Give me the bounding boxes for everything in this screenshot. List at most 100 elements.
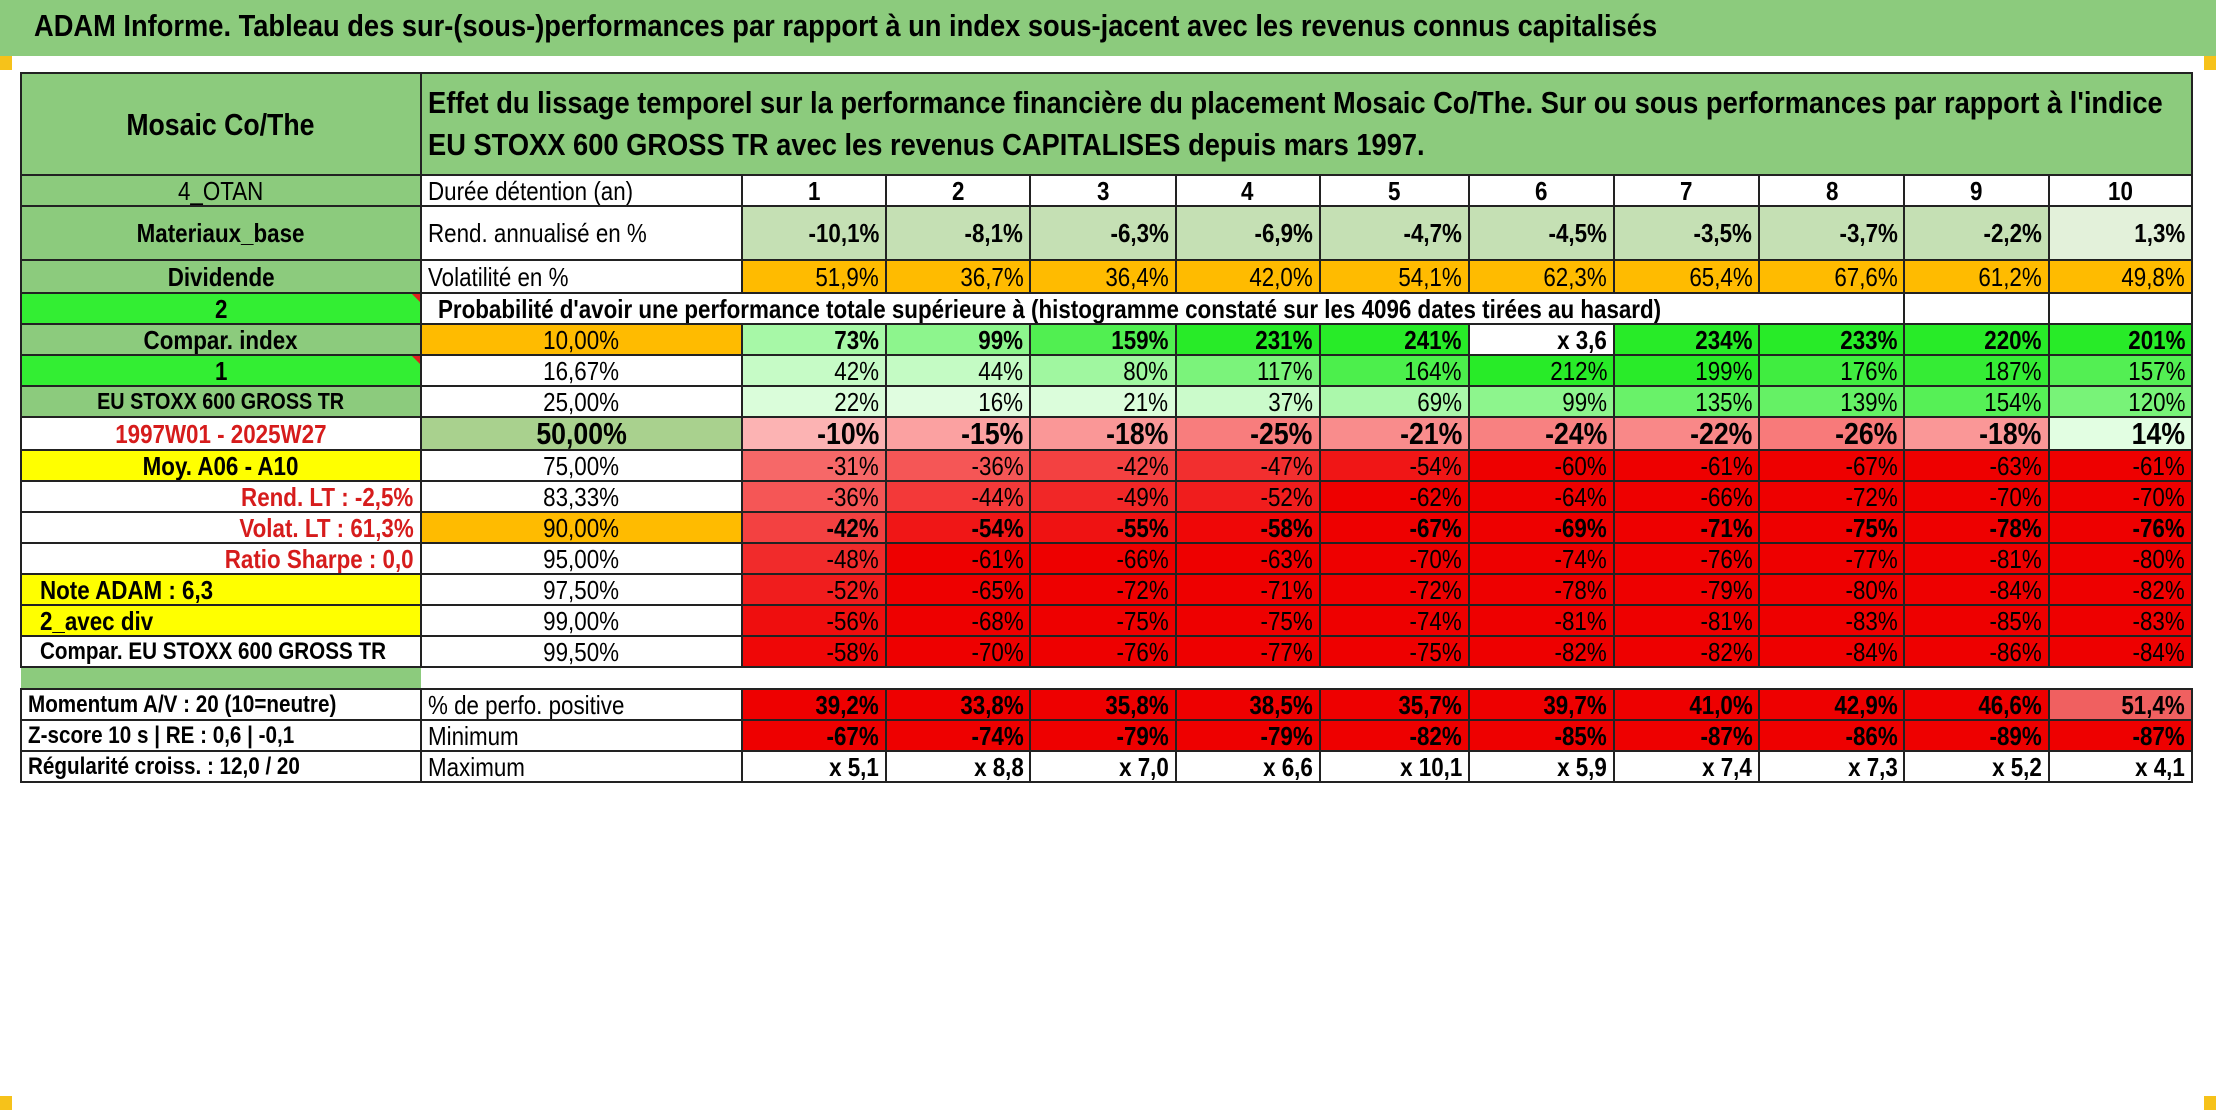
percentile-value: -67% [1318,511,1470,544]
minimum-value: -85% [1467,719,1616,752]
cell-text: Dividende [167,261,275,292]
cell-text: -71% [1260,574,1313,605]
maximum-value: x 10,1 [1318,750,1470,783]
positive-value: 42,9% [1758,688,1906,721]
cell-text: -77% [1260,636,1313,667]
maximum-value: x 7,4 [1613,750,1761,783]
cell-text: x 5,9 [1557,751,1608,782]
percentile-value: -15% [885,416,1032,451]
cell-text: 234% [1695,324,1753,355]
cell-text: 39,7% [1543,689,1608,720]
cell-text: -21% [1399,417,1462,450]
percentile-label: 10,00% [419,323,743,356]
percentile-value: 234% [1613,323,1761,356]
cell-text: -72% [1116,574,1169,605]
year-header: 3 [1029,174,1177,207]
rend-value: -8,1% [885,205,1032,261]
percentile-value: -42% [740,511,888,544]
cell-text: 201% [2127,324,2185,355]
cell-text: Z-score 10 s | RE : 0,6 | -0,1 [28,721,295,749]
percentile-value: -85% [1903,604,2050,637]
percentile-value: -36% [740,480,888,513]
volat-value: 67,6% [1758,259,1906,294]
cell-text: -4,5% [1548,218,1608,248]
volat-value: 36,4% [1029,259,1177,294]
year-header: 10 [2047,174,2194,207]
performance-table: Mosaic Co/The Effet du lissage temporel s… [20,72,2194,783]
cell-text: 97,50% [543,574,620,605]
cell-text: 6 [1535,175,1548,206]
maximum-value: x 8,8 [885,750,1032,783]
cell-text: Rend. annualisé en % [427,218,647,248]
percentile-value: -74% [1318,604,1470,637]
moy-label: Moy. A06 - A10 [20,449,422,482]
cell-text: -31% [826,450,880,481]
index-name: EU STOXX 600 GROSS TR [20,385,422,418]
cell-text: -25% [1250,417,1313,450]
cell-text: 44% [978,355,1024,386]
cell-text: 42,9% [1834,689,1898,720]
cell-text: 49,8% [2121,261,2185,292]
percentile-value: -42% [1029,449,1177,482]
cell-text: -78% [1989,512,2042,543]
empty-cell [1903,292,2050,325]
empty-cell [2047,292,2194,325]
cell-text: Ratio Sharpe : 0,0 [224,543,414,574]
cell-text: -24% [1544,417,1608,450]
rend-value: -10,1% [740,205,888,261]
percentile-value: -55% [1029,511,1177,544]
rend-value: -4,5% [1467,205,1616,261]
percentile-value: -25% [1174,416,1321,451]
cell-text: 164% [1404,355,1462,386]
cell-text: -79% [1700,574,1753,605]
cell-text: 2 [214,293,227,324]
cell-text: -85% [1554,720,1608,751]
minimum-value: -79% [1029,719,1177,752]
percentile-value: -78% [1467,573,1616,606]
year-header: 9 [1903,174,2050,207]
cell-text: 99% [1562,386,1608,417]
positive-value: 33,8% [885,688,1032,721]
cell-text: 65,4% [1688,261,1753,292]
cell-text: -81% [1700,605,1753,636]
table-row: 1 16,67% 42% 44% 80% 117% 164% 212% 199% 176% 187%… [20,354,2194,387]
corner-marker [0,1096,12,1110]
percentile-value: -75% [1029,604,1177,637]
maximum-value: x 5,1 [740,750,888,783]
momentum-label: Momentum A/V : 20 (10=neutre) [20,688,422,721]
percentile-value: -81% [1903,542,2050,575]
percentile-value: -72% [1758,480,1906,513]
percentile-label: 16,67% [419,354,743,387]
cell-text: -3,7% [1839,218,1898,248]
maximum-value: x 5,9 [1467,750,1616,783]
cell-text: 187% [1984,355,2042,386]
cell-text: -72% [1845,481,1898,512]
minimum-value: -86% [1758,719,1906,752]
cell-text: 1 [807,175,821,206]
cell-text: -36% [826,481,880,512]
cell-text: Rend. LT : -2,5% [241,481,414,512]
positive-label: % de perfo. positive [419,688,743,721]
percentile-value: -49% [1029,480,1177,513]
cell-text: -2,2% [1983,218,2042,248]
cell-text: Momentum A/V : 20 (10=neutre) [28,690,337,718]
cell-text: 2 [952,175,965,206]
percentile-value: -76% [1029,635,1177,668]
cell-text: -70% [971,636,1024,667]
cell-text: 135% [1695,386,1753,417]
cell-text: -80% [2132,543,2185,574]
cell-text: -61% [1700,450,1753,481]
volat-value: 36,7% [885,259,1032,294]
percentile-value: -58% [1174,511,1321,544]
cell-text: 51,4% [2121,689,2185,720]
percentile-value: -84% [2047,635,2194,668]
percentile-label: 90,00% [419,511,743,544]
table-row: 2 Probabilité d'avoir une performance tot… [20,292,2194,325]
percentile-value: -84% [1903,573,2050,606]
percentile-value: -79% [1613,573,1761,606]
period-label: 1997W01 - 2025W27 [20,416,422,451]
table-row: Volat. LT : 61,3% 90,00% -42% -54% -55% -58% -… [20,511,2194,544]
maximum-value: x 7,3 [1758,750,1906,783]
table-row: Momentum A/V : 20 (10=neutre) % de perfo.… [20,688,2194,721]
minimum-value: -87% [1613,719,1761,752]
